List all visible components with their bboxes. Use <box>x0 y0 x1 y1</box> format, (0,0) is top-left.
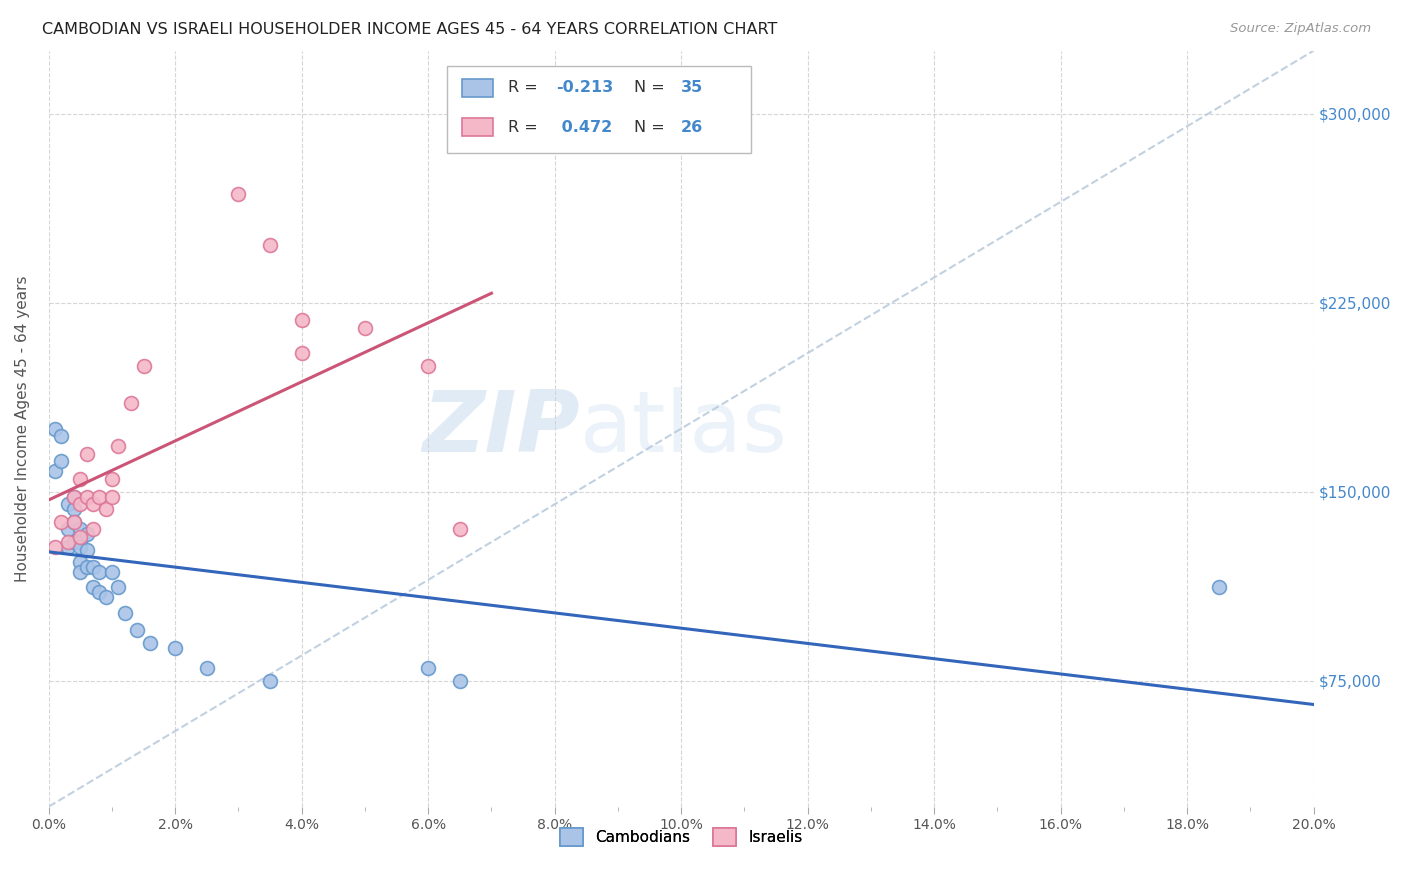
Point <box>76 447 98 461</box>
Point <box>139 636 162 650</box>
Point <box>63 502 86 516</box>
Point <box>56 540 79 554</box>
Point <box>69 523 91 537</box>
Point <box>418 359 440 373</box>
Text: 0.472: 0.472 <box>555 120 612 135</box>
Point <box>51 515 73 529</box>
Text: -0.213: -0.213 <box>555 80 613 95</box>
Point <box>107 580 129 594</box>
Point <box>69 535 91 549</box>
Point <box>69 472 91 486</box>
Point <box>259 237 281 252</box>
Text: Source: ZipAtlas.com: Source: ZipAtlas.com <box>1230 22 1371 36</box>
Point <box>44 465 66 479</box>
Text: 35: 35 <box>681 80 703 95</box>
Point <box>291 346 314 360</box>
Point <box>56 535 79 549</box>
Point <box>165 640 187 655</box>
Point <box>291 313 314 327</box>
Point <box>76 542 98 557</box>
Point <box>259 673 281 688</box>
Text: ZIP: ZIP <box>422 387 581 470</box>
Point <box>82 497 104 511</box>
Point <box>63 535 86 549</box>
FancyBboxPatch shape <box>447 66 751 153</box>
Point <box>51 429 73 443</box>
Legend: Cambodians, Israelis: Cambodians, Israelis <box>554 822 808 852</box>
Point <box>63 490 86 504</box>
Point <box>418 661 440 675</box>
Point <box>63 515 86 529</box>
Point <box>69 555 91 569</box>
Point <box>44 540 66 554</box>
FancyBboxPatch shape <box>463 78 492 97</box>
Text: atlas: atlas <box>581 387 787 470</box>
Text: R =: R = <box>508 120 543 135</box>
Point <box>89 490 111 504</box>
Point <box>69 566 91 580</box>
Text: 26: 26 <box>681 120 703 135</box>
Point <box>63 490 86 504</box>
Point <box>354 321 377 335</box>
Text: N =: N = <box>634 120 671 135</box>
Point <box>69 540 91 554</box>
Point <box>51 454 73 468</box>
Point <box>44 422 66 436</box>
Point <box>449 523 471 537</box>
Point <box>101 472 124 486</box>
Point <box>76 490 98 504</box>
Point <box>114 606 136 620</box>
Text: N =: N = <box>634 80 671 95</box>
Point <box>127 624 149 638</box>
Point <box>132 359 155 373</box>
Point <box>228 187 250 202</box>
Point <box>76 560 98 574</box>
Point <box>94 591 117 605</box>
Point <box>63 515 86 529</box>
Point <box>449 673 471 688</box>
Point <box>69 530 91 544</box>
Text: CAMBODIAN VS ISRAELI HOUSEHOLDER INCOME AGES 45 - 64 YEARS CORRELATION CHART: CAMBODIAN VS ISRAELI HOUSEHOLDER INCOME … <box>42 22 778 37</box>
FancyBboxPatch shape <box>463 118 492 136</box>
Point <box>69 497 91 511</box>
Y-axis label: Householder Income Ages 45 - 64 years: Householder Income Ages 45 - 64 years <box>15 276 30 582</box>
Point <box>76 527 98 541</box>
Point <box>101 566 124 580</box>
Point <box>56 497 79 511</box>
Point <box>82 580 104 594</box>
Point <box>94 502 117 516</box>
Point <box>1208 580 1230 594</box>
Point <box>107 439 129 453</box>
Point <box>82 560 104 574</box>
Point <box>89 566 111 580</box>
Point <box>56 523 79 537</box>
Point <box>195 661 218 675</box>
Text: R =: R = <box>508 80 543 95</box>
Point <box>89 585 111 599</box>
Point <box>120 396 142 410</box>
Point <box>101 490 124 504</box>
Point <box>82 523 104 537</box>
